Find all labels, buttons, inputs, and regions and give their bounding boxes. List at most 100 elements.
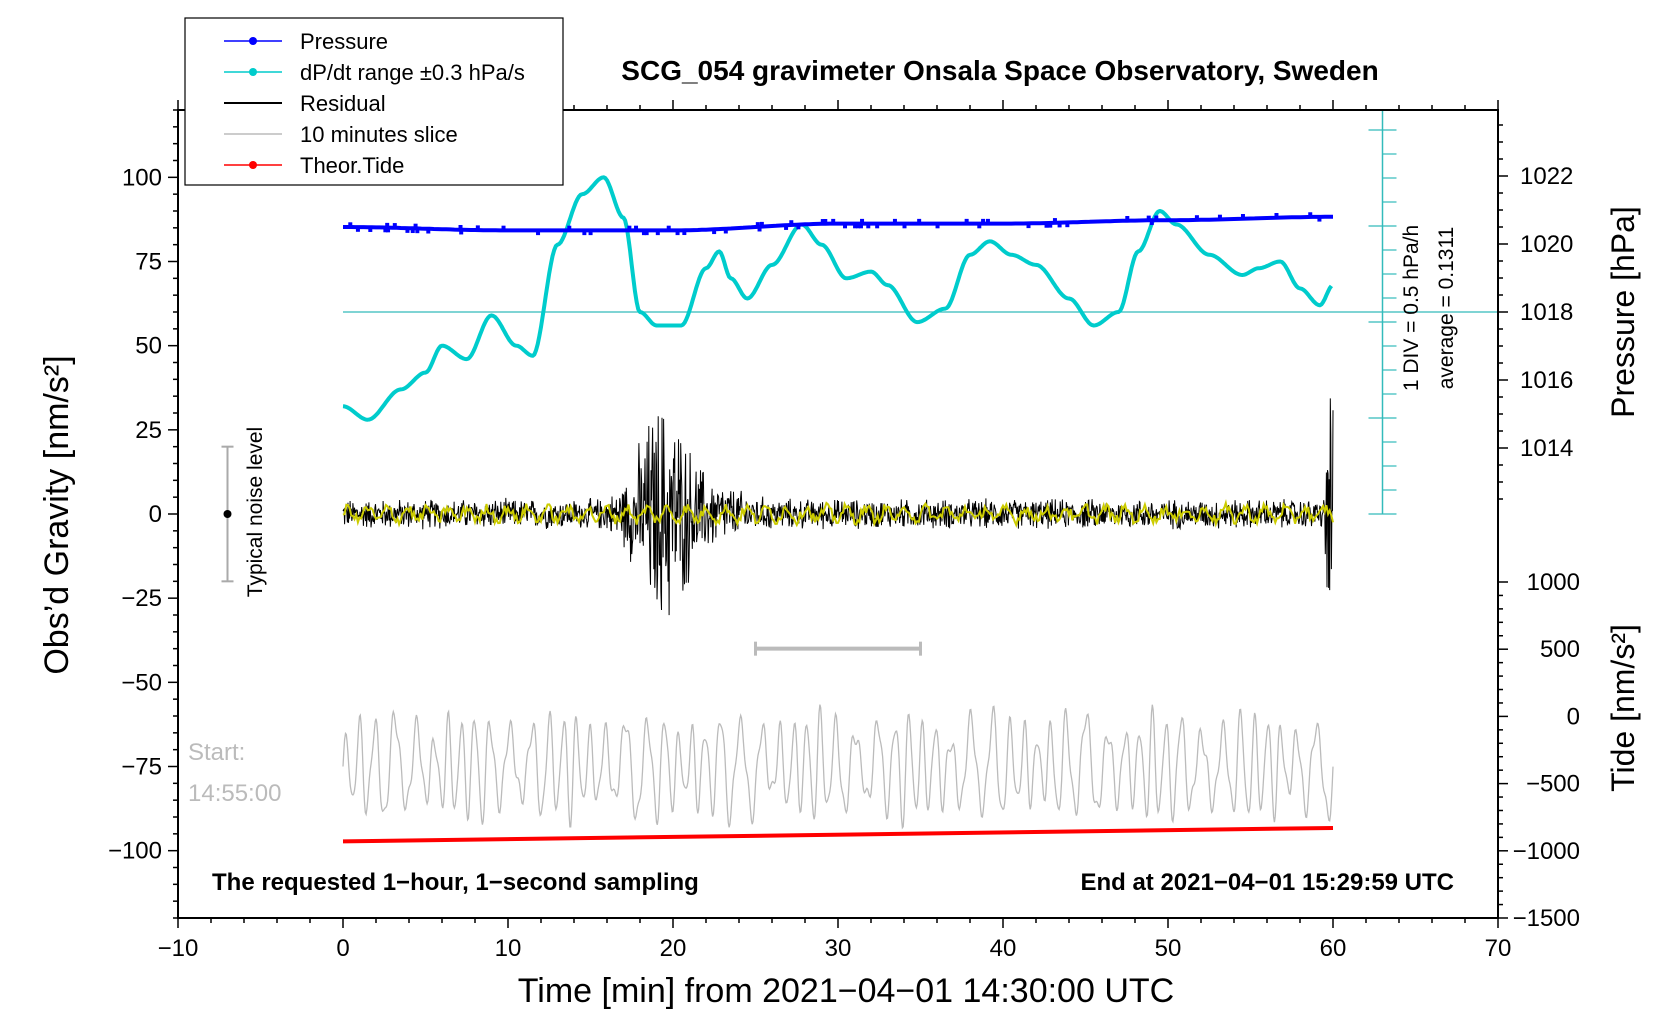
pressure-marker [723, 229, 728, 234]
pressure-marker [413, 223, 418, 228]
pressure-marker [426, 229, 431, 234]
pressure-marker [1154, 215, 1159, 220]
scale-bar-label-1: 1 DIV = 0.5 hPa/h [1400, 225, 1423, 391]
pressure-marker [964, 218, 969, 223]
y-tick-label: 25 [135, 417, 162, 444]
legend: Pressure dP/dt range ±0.3 hPa/s Residual 10… [184, 17, 564, 186]
y-tick-label: −50 [121, 669, 162, 696]
tide-trace [342, 825, 1334, 844]
pressure-marker [985, 218, 990, 223]
pressure-marker [415, 229, 420, 234]
pressure-marker [459, 230, 464, 235]
pressure-marker [892, 218, 897, 223]
tide-tick-label: 1000 [1527, 569, 1580, 596]
pressure-marker [1240, 214, 1245, 219]
pressure-marker [405, 228, 410, 233]
pressure-marker [1026, 224, 1031, 229]
pressure-marker [666, 225, 671, 230]
dpdt-trace [342, 175, 1334, 422]
pressure-marker [784, 225, 789, 230]
pressure-marker [1149, 221, 1154, 226]
noise-label: Typical noise level [244, 427, 267, 597]
pressure-marker [1048, 223, 1053, 228]
y-axis-label-pressure: Pressure [hPa] [1605, 206, 1641, 418]
x-tick-label: 60 [1320, 935, 1347, 962]
y-tick-label: −100 [108, 838, 162, 865]
pressure-tick-label: 1022 [1520, 163, 1573, 190]
chart-title: SCG_054 gravimeter Onsala Space Observat… [621, 55, 1378, 86]
slice-trace [342, 704, 1334, 830]
pressure-marker [1308, 212, 1313, 217]
pressure-tick-label: 1020 [1520, 231, 1573, 258]
x-tick-label: 40 [990, 935, 1017, 962]
pressure-marker [796, 225, 801, 230]
legend-label: Theor.Tide [300, 153, 404, 178]
pressure-marker [1317, 217, 1322, 222]
pressure-tick-label: 1018 [1520, 299, 1573, 326]
pressure-marker [644, 231, 649, 236]
pressure-marker [757, 227, 762, 232]
tide-tick-label: −1500 [1513, 905, 1580, 932]
pressure-marker [655, 231, 660, 236]
y-axis-label-tide: Tide [nm/s²] [1605, 624, 1641, 792]
annotations: 1 DIV = 0.5 hPa/h average = 0.1311 Typical… [188, 225, 1458, 896]
pressure-marker [458, 224, 463, 229]
y-tick-label: −25 [121, 585, 162, 612]
x-tick-label: 50 [1155, 935, 1182, 962]
legend-marker [249, 68, 257, 76]
pressure-marker [410, 229, 415, 234]
pressure-marker [627, 225, 632, 230]
pressure-marker [1065, 223, 1070, 228]
pressure-marker [475, 225, 480, 230]
pressure-marker [368, 227, 373, 232]
pressure-marker [355, 227, 360, 232]
tide-tick-label: 0 [1567, 703, 1580, 730]
pressure-marker [935, 224, 940, 229]
pressure-marker [641, 231, 646, 236]
y-tick-label: 100 [122, 164, 162, 191]
pressure-marker [823, 218, 828, 223]
pressure-tick-label: 1014 [1520, 435, 1573, 462]
tide-tick-label: −1000 [1513, 838, 1580, 865]
pressure-marker [1044, 223, 1049, 228]
pressure-marker [858, 224, 863, 229]
pressure-marker [348, 222, 353, 227]
pressure-trace [343, 214, 1333, 233]
pressure-marker [875, 224, 880, 229]
pressure-marker [588, 231, 593, 236]
pressure-marker [977, 224, 982, 229]
pressure-marker [866, 224, 871, 229]
legend-label: 10 minutes slice [300, 122, 458, 147]
start-label: Start: [188, 739, 245, 766]
pressure-marker [634, 225, 639, 230]
residual-filtered-trace [342, 499, 1334, 529]
pressure-marker [1217, 214, 1222, 219]
pressure-marker [759, 221, 764, 226]
y-tick-label: −75 [121, 754, 162, 781]
pressure-marker [536, 231, 541, 236]
x-tick-label: −10 [158, 935, 199, 962]
x-tick-label: 20 [660, 935, 687, 962]
pressure-marker [843, 224, 848, 229]
pressure-marker [582, 231, 587, 236]
pressure-marker [856, 224, 861, 229]
start-time: 14:55:00 [188, 780, 281, 807]
pressure-marker [902, 224, 907, 229]
pressure-tick-label: 1016 [1520, 367, 1573, 394]
pressure-marker [501, 225, 506, 230]
pressure-marker [1052, 218, 1057, 223]
pressure-marker [712, 230, 717, 235]
data-traces [342, 110, 1498, 844]
pressure-marker [1146, 215, 1151, 220]
tide-tick-label: 500 [1540, 636, 1580, 663]
pressure-marker [860, 218, 865, 223]
pressure-marker [682, 231, 687, 236]
x-tick-label: 0 [336, 935, 349, 962]
y-axis-label-gravity: Obs’d Gravity [nm/s²] [38, 355, 76, 674]
x-tick-label: 70 [1485, 935, 1512, 962]
pressure-marker [675, 231, 680, 236]
pressure-marker [386, 228, 391, 233]
x-axis-label: Time [min] from 2021−04−01 14:30:00 UTC [518, 972, 1174, 1010]
